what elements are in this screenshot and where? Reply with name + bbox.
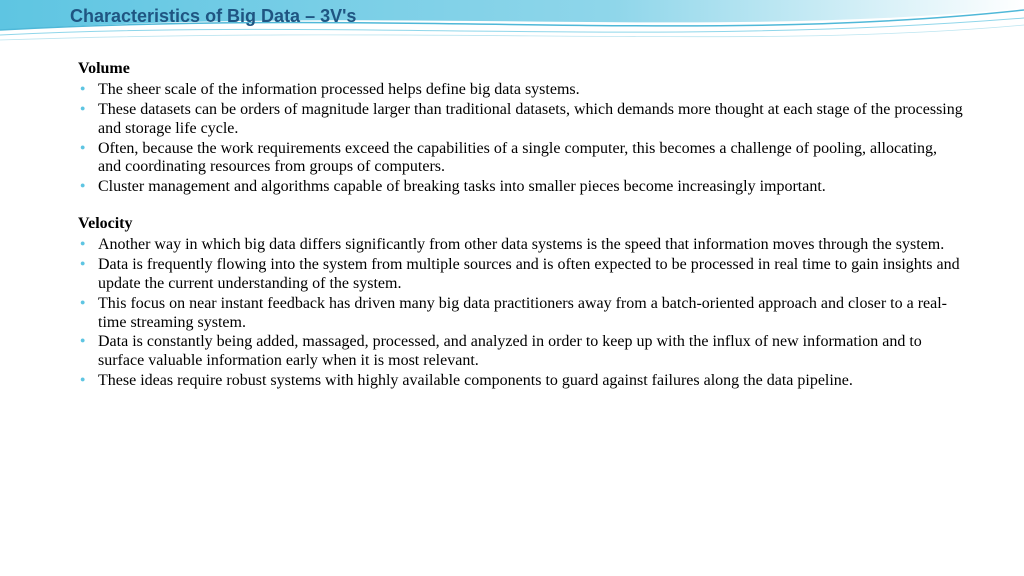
list-item: Data is frequently flowing into the syst… <box>96 256 964 294</box>
list-item: These ideas require robust systems with … <box>96 372 964 391</box>
bullet-list: The sheer scale of the information proce… <box>78 81 964 197</box>
list-item: Often, because the work requirements exc… <box>96 140 964 178</box>
list-item: Data is constantly being added, massaged… <box>96 333 964 371</box>
section-volume: Volume The sheer scale of the informatio… <box>78 60 964 197</box>
bullet-list: Another way in which big data differs si… <box>78 236 964 391</box>
list-item: Another way in which big data differs si… <box>96 236 964 255</box>
list-item: Cluster management and algorithms capabl… <box>96 178 964 197</box>
section-heading: Velocity <box>78 215 964 234</box>
section-velocity: Velocity Another way in which big data d… <box>78 215 964 391</box>
list-item: This focus on near instant feedback has … <box>96 295 964 333</box>
list-item: These datasets can be orders of magnitud… <box>96 101 964 139</box>
section-heading: Volume <box>78 60 964 79</box>
list-item: The sheer scale of the information proce… <box>96 81 964 100</box>
slide-content: Volume The sheer scale of the informatio… <box>78 60 964 409</box>
slide-title: Characteristics of Big Data – 3V's <box>70 6 356 27</box>
